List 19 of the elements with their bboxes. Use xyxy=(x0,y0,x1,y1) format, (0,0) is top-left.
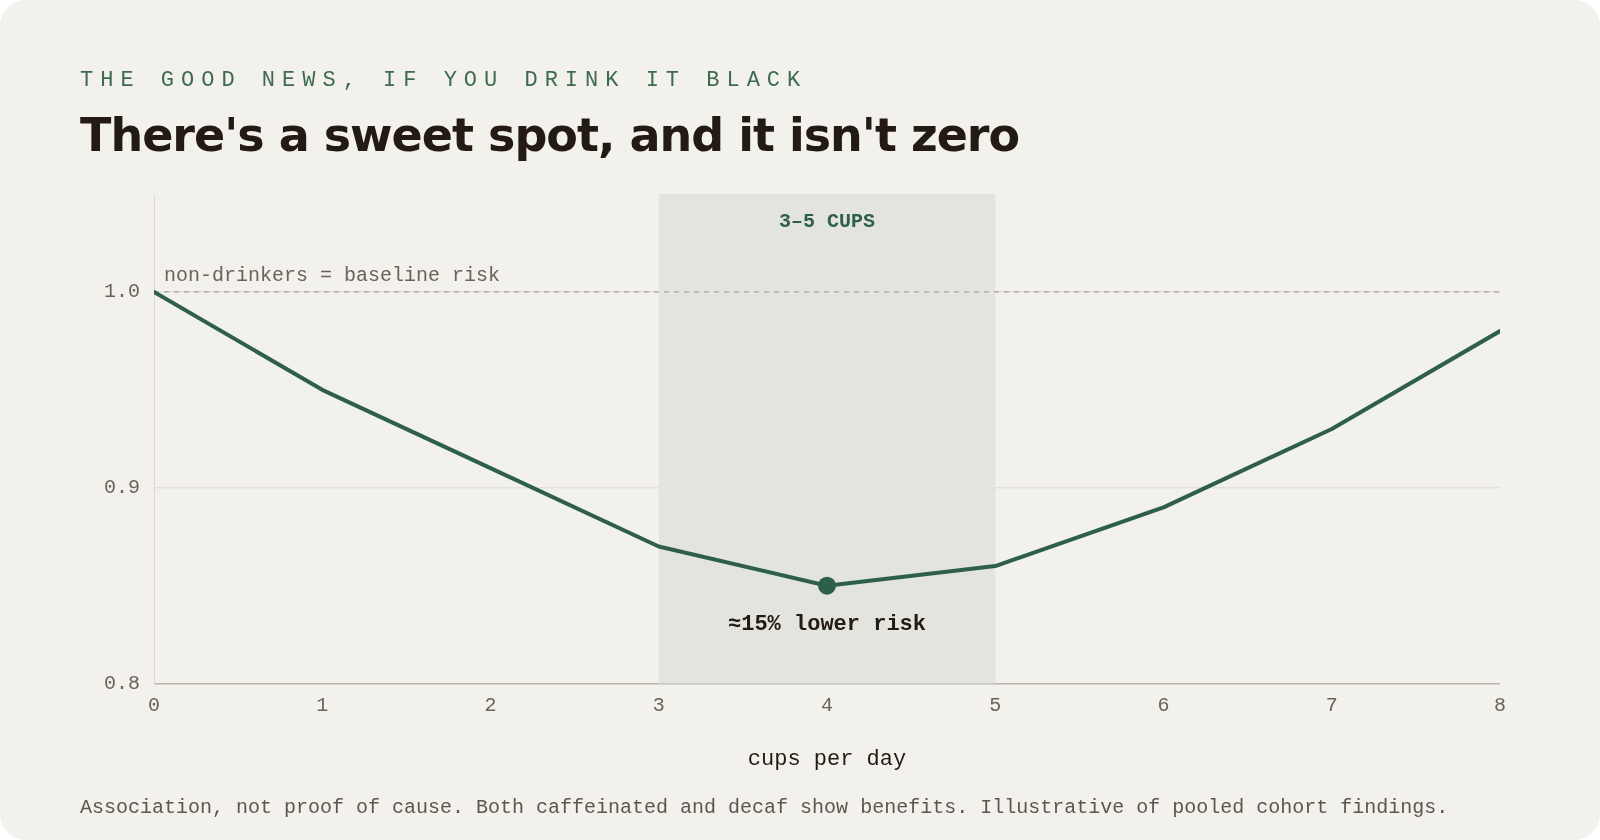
x-tick-label: 3 xyxy=(652,693,665,717)
x-tick-label: 4 xyxy=(821,693,834,717)
x-tick-label: 2 xyxy=(484,693,497,717)
x-tick-label: 0 xyxy=(148,693,161,717)
y-tick-label: 1.0 xyxy=(103,280,141,304)
x-tick-label: 6 xyxy=(1157,693,1170,717)
y-tick-label: 0.8 xyxy=(103,671,141,695)
chart-subtitle: THE GOOD NEWS, IF YOU DRINK IT BLACK xyxy=(80,68,808,93)
ref-line-label: non-drinkers = baseline risk xyxy=(164,264,501,288)
x-axis-title: cups per day xyxy=(747,746,907,772)
x-tick-label: 7 xyxy=(1325,693,1338,717)
annotation: ≈15% lower risk xyxy=(727,612,927,638)
x-tick-label: 1 xyxy=(316,693,329,717)
band-label: 3–5 CUPS xyxy=(779,210,876,234)
y-tick-label: 0.9 xyxy=(103,476,141,500)
x-tick-label: 8 xyxy=(1493,693,1507,717)
chart-title: There's a sweet spot, and it isn't zero xyxy=(80,108,1020,162)
text: Association, not proof of cause. Both caffeinated and decaf show benefits. Illustrative of pooled cohort findings. xyxy=(80,796,1449,819)
x-tick-label: 5 xyxy=(989,693,1002,717)
